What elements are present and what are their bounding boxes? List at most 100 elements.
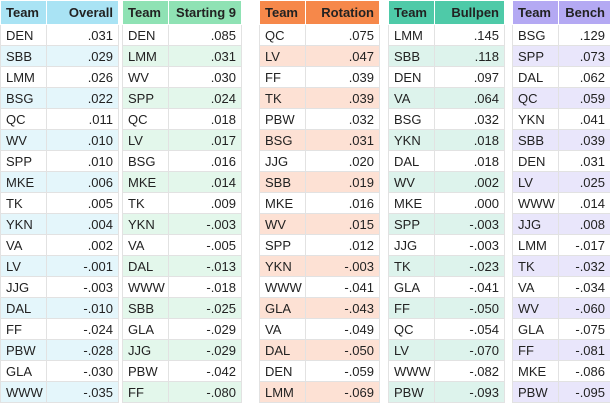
- value-cell: .005: [47, 193, 119, 214]
- value-cell: -.001: [47, 256, 119, 277]
- data-row: PBW-.042: [123, 361, 242, 382]
- team-cell: WV: [1, 130, 47, 151]
- data-row: VA-.049: [260, 319, 380, 340]
- value-cell: .011: [47, 109, 119, 130]
- team-cell: DAL: [389, 151, 435, 172]
- value-cell: .020: [306, 151, 380, 172]
- value-cell: .018: [435, 151, 505, 172]
- value-cell: .010: [47, 130, 119, 151]
- team-cell: SBB: [1, 46, 47, 67]
- team-cell: WWW: [260, 277, 306, 298]
- data-row: GLA-.041: [389, 277, 505, 298]
- data-row: GLA-.030: [1, 361, 119, 382]
- value-cell: .006: [47, 172, 119, 193]
- data-row: DAL-.010: [1, 298, 119, 319]
- data-row: WV-.060: [513, 298, 610, 319]
- data-row: DAL.018: [389, 151, 505, 172]
- value-cell: .041: [559, 109, 610, 130]
- team-cell: TK: [389, 256, 435, 277]
- team-cell: PBW: [513, 382, 559, 403]
- data-row: GLA-.043: [260, 298, 380, 319]
- data-row: GLA-.075: [513, 319, 610, 340]
- team-cell: QC: [389, 319, 435, 340]
- data-row: QC-.054: [389, 319, 505, 340]
- value-cell: .017: [169, 130, 242, 151]
- data-row: FF-.080: [123, 382, 242, 403]
- value-cell: .002: [47, 235, 119, 256]
- value-cell: .097: [435, 67, 505, 88]
- team-cell: QC: [123, 109, 169, 130]
- data-row: WWW-.018: [123, 277, 242, 298]
- value-cell: -.050: [306, 340, 380, 361]
- value-cell: .022: [47, 88, 119, 109]
- value-cell: -.029: [169, 340, 242, 361]
- value-cell: -.095: [559, 382, 610, 403]
- team-cell: SBB: [260, 172, 306, 193]
- team-cell: SPP: [260, 235, 306, 256]
- value-cell: -.029: [169, 319, 242, 340]
- value-cell: .064: [435, 88, 505, 109]
- value-cell: .039: [559, 130, 610, 151]
- data-row: LV.047: [260, 46, 380, 67]
- team-cell: LMM: [123, 46, 169, 67]
- team-cell: WWW: [389, 361, 435, 382]
- value-cell: -.069: [306, 382, 380, 403]
- data-row: MKE.006: [1, 172, 119, 193]
- value-cell: .032: [306, 109, 380, 130]
- team-cell: BSG: [123, 151, 169, 172]
- data-row: JJG-.029: [123, 340, 242, 361]
- team-cell: YKN: [123, 214, 169, 235]
- team-cell: VA: [389, 88, 435, 109]
- team-cell: YKN: [1, 214, 47, 235]
- data-row: BSG.129: [513, 25, 610, 46]
- team-cell: VA: [260, 319, 306, 340]
- data-row: TK-.023: [389, 256, 505, 277]
- team-cell: GLA: [513, 319, 559, 340]
- team-cell: BSG: [1, 88, 47, 109]
- data-row: LV.025: [513, 172, 610, 193]
- value-cell: .015: [306, 214, 380, 235]
- team-cell: LMM: [389, 25, 435, 46]
- data-row: DAL-.013: [123, 256, 242, 277]
- data-row: PBW.032: [260, 109, 380, 130]
- team-cell: LV: [1, 256, 47, 277]
- value-cell: .030: [169, 67, 242, 88]
- value-cell: .032: [435, 109, 505, 130]
- team-cell: WWW: [1, 382, 47, 403]
- team-cell: WV: [123, 67, 169, 88]
- value-cell: -.025: [169, 298, 242, 319]
- team-cell: YKN: [260, 256, 306, 277]
- value-cell: .073: [559, 46, 610, 67]
- data-row: WWW-.035: [1, 382, 119, 403]
- team-cell: TK: [260, 88, 306, 109]
- value-cell: .019: [306, 172, 380, 193]
- data-row: WWW-.041: [260, 277, 380, 298]
- team-cell: TK: [1, 193, 47, 214]
- header-cell: Team: [513, 1, 559, 25]
- value-cell: -.075: [559, 319, 610, 340]
- data-row: VA.064: [389, 88, 505, 109]
- team-cell: DAL: [1, 298, 47, 319]
- data-row: GLA-.029: [123, 319, 242, 340]
- team-cell: FF: [260, 67, 306, 88]
- team-cell: DEN: [1, 25, 47, 46]
- value-cell: .031: [169, 46, 242, 67]
- data-row: WV.010: [1, 130, 119, 151]
- data-row: BSG.016: [123, 151, 242, 172]
- value-cell: -.034: [559, 277, 610, 298]
- team-cell: JJG: [389, 235, 435, 256]
- data-row: LMM.031: [123, 46, 242, 67]
- team-cell: SBB: [389, 46, 435, 67]
- value-cell: -.003: [435, 235, 505, 256]
- data-row: DEN-.059: [260, 361, 380, 382]
- value-cell: .039: [306, 88, 380, 109]
- data-row: SPP.010: [1, 151, 119, 172]
- data-row: DAL.062: [513, 67, 610, 88]
- data-row: TK.009: [123, 193, 242, 214]
- value-cell: -.032: [559, 256, 610, 277]
- team-cell: VA: [513, 277, 559, 298]
- value-cell: .002: [435, 172, 505, 193]
- value-cell: .047: [306, 46, 380, 67]
